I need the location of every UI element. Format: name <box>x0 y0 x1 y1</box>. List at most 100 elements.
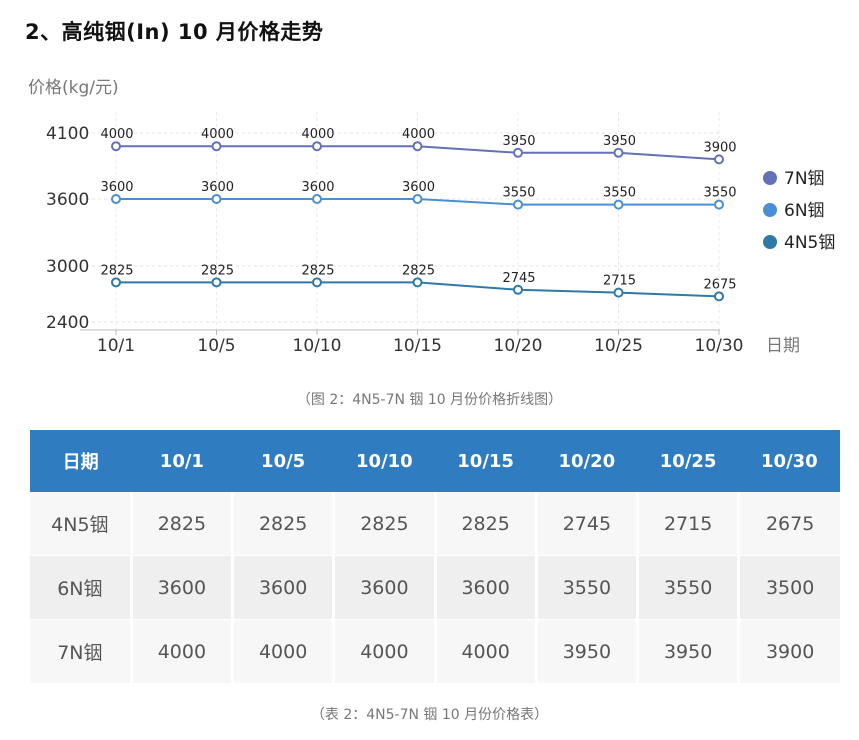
table-cell: 3550 <box>637 555 741 620</box>
data-label: 3900 <box>703 140 736 155</box>
y-axis-label: 价格(kg/元) <box>28 78 119 98</box>
data-point <box>312 141 322 152</box>
table-cell: 3500 <box>738 555 840 620</box>
header-cell: 日期 <box>30 430 132 492</box>
data-point <box>412 277 423 288</box>
data-label: 2825 <box>301 263 334 278</box>
data-label: 3600 <box>201 180 234 195</box>
table-cell: 2825 <box>131 492 235 556</box>
table-cell: 6N铟 <box>30 555 133 620</box>
data-point <box>111 277 121 288</box>
table-cell: 3950 <box>536 619 640 684</box>
header-cell: 10/25 <box>637 430 739 492</box>
data-point <box>312 277 322 288</box>
data-label: 2825 <box>100 263 133 278</box>
table-cell: 4000 <box>333 619 437 684</box>
chart-caption: （图 2：4N5-7N 铟 10 月份价格折线图） <box>296 392 563 408</box>
header-cell: 10/20 <box>536 430 638 492</box>
table-cell: 4000 <box>131 619 235 684</box>
data-point <box>312 194 322 204</box>
data-label: 3550 <box>603 186 636 201</box>
data-label: 2715 <box>603 274 636 289</box>
data-label: 3950 <box>603 134 636 149</box>
y-tick-label: 3000 <box>46 257 89 277</box>
data-point <box>111 194 121 204</box>
data-point <box>613 199 624 210</box>
data-point <box>513 284 523 295</box>
table-cell: 3550 <box>536 555 640 620</box>
data-point <box>513 147 523 158</box>
header-cell: 10/30 <box>738 430 840 492</box>
table-cell: 2825 <box>435 492 538 556</box>
legend-marker <box>763 203 777 217</box>
data-label: 4000 <box>402 127 435 142</box>
data-label: 3600 <box>100 180 133 195</box>
data-label: 2675 <box>703 277 736 292</box>
data-point <box>412 194 423 204</box>
table-cell: 3950 <box>637 619 741 684</box>
x-axis-label: 日期 <box>766 336 800 356</box>
y-tick-label: 4100 <box>46 124 89 144</box>
data-point <box>211 141 222 152</box>
data-label: 3600 <box>402 180 435 195</box>
table-cell: 4N5铟 <box>30 492 133 556</box>
data-point <box>714 199 724 210</box>
data-point <box>613 287 624 298</box>
table-cell: 3600 <box>232 555 336 620</box>
legend-marker <box>763 171 777 185</box>
legend-label: 6N铟 <box>784 201 825 221</box>
table-cell: 2675 <box>738 492 840 556</box>
table-row: 7N铟 4000 4000 4000 4000 3950 3950 3900 <box>30 619 840 684</box>
table-cell: 2745 <box>536 492 640 556</box>
x-tick-label: 10/10 <box>293 336 342 356</box>
table-cell: 2715 <box>637 492 741 556</box>
table-header-row: 日期 10/1 10/5 10/10 10/15 10/20 10/25 10/… <box>30 430 840 492</box>
data-label: 3550 <box>703 186 736 201</box>
table-cell: 2825 <box>333 492 437 556</box>
x-tick-label: 10/15 <box>393 336 442 356</box>
data-point <box>714 291 724 302</box>
data-point <box>513 199 523 210</box>
data-point <box>111 141 121 152</box>
table-cell: 3600 <box>435 555 538 620</box>
data-point <box>211 194 222 204</box>
y-tick-label: 2400 <box>46 313 89 333</box>
table-cell: 3600 <box>333 555 437 620</box>
data-label: 2825 <box>402 263 435 278</box>
table-cell: 4000 <box>232 619 336 684</box>
data-point <box>714 154 724 165</box>
header-cell: 10/1 <box>131 430 233 492</box>
data-label: 2745 <box>502 271 535 286</box>
x-tick-label: 10/20 <box>494 336 543 356</box>
legend-label: 7N铟 <box>784 169 825 189</box>
page-title: 2、高纯铟(In) 10 月价格走势 <box>25 20 324 44</box>
table-row: 6N铟 3600 3600 3600 3600 3550 3550 3500 <box>30 555 840 620</box>
data-label: 3950 <box>502 134 535 149</box>
data-label: 4000 <box>301 127 334 142</box>
header-cell: 10/10 <box>333 430 435 492</box>
data-point <box>613 147 624 158</box>
data-label: 3600 <box>301 180 334 195</box>
table-cell: 7N铟 <box>30 619 133 684</box>
y-tick-label: 3600 <box>46 190 89 210</box>
data-label: 3550 <box>502 186 535 201</box>
data-point <box>412 141 423 152</box>
data-label: 4000 <box>100 127 133 142</box>
table-cell: 4000 <box>435 619 538 684</box>
table-cell: 2825 <box>232 492 336 556</box>
price-table: 日期 10/1 10/5 10/10 10/15 10/20 10/25 10/… <box>30 430 840 684</box>
legend-marker <box>763 235 777 249</box>
x-tick-label: 10/5 <box>197 336 235 356</box>
legend-label: 4N5铟 <box>784 233 835 253</box>
price-line-chart: 价格(kg/元) 2400 3000 3600 4100 10/1 10/5 10/10 10/… <box>0 60 859 360</box>
table-caption: （表 2：4N5-7N 铟 10 月份价格表） <box>310 707 549 723</box>
x-tick-label: 10/30 <box>695 336 744 356</box>
table-cell: 3600 <box>131 555 235 620</box>
data-label: 2825 <box>201 263 234 278</box>
header-cell: 10/15 <box>435 430 537 492</box>
table-cell: 3900 <box>738 619 840 684</box>
header-cell: 10/5 <box>232 430 334 492</box>
table-row: 4N5铟 2825 2825 2825 2825 2745 2715 2675 <box>30 492 840 556</box>
x-tick-label: 10/1 <box>97 336 135 356</box>
x-tick-label: 10/25 <box>594 336 643 356</box>
